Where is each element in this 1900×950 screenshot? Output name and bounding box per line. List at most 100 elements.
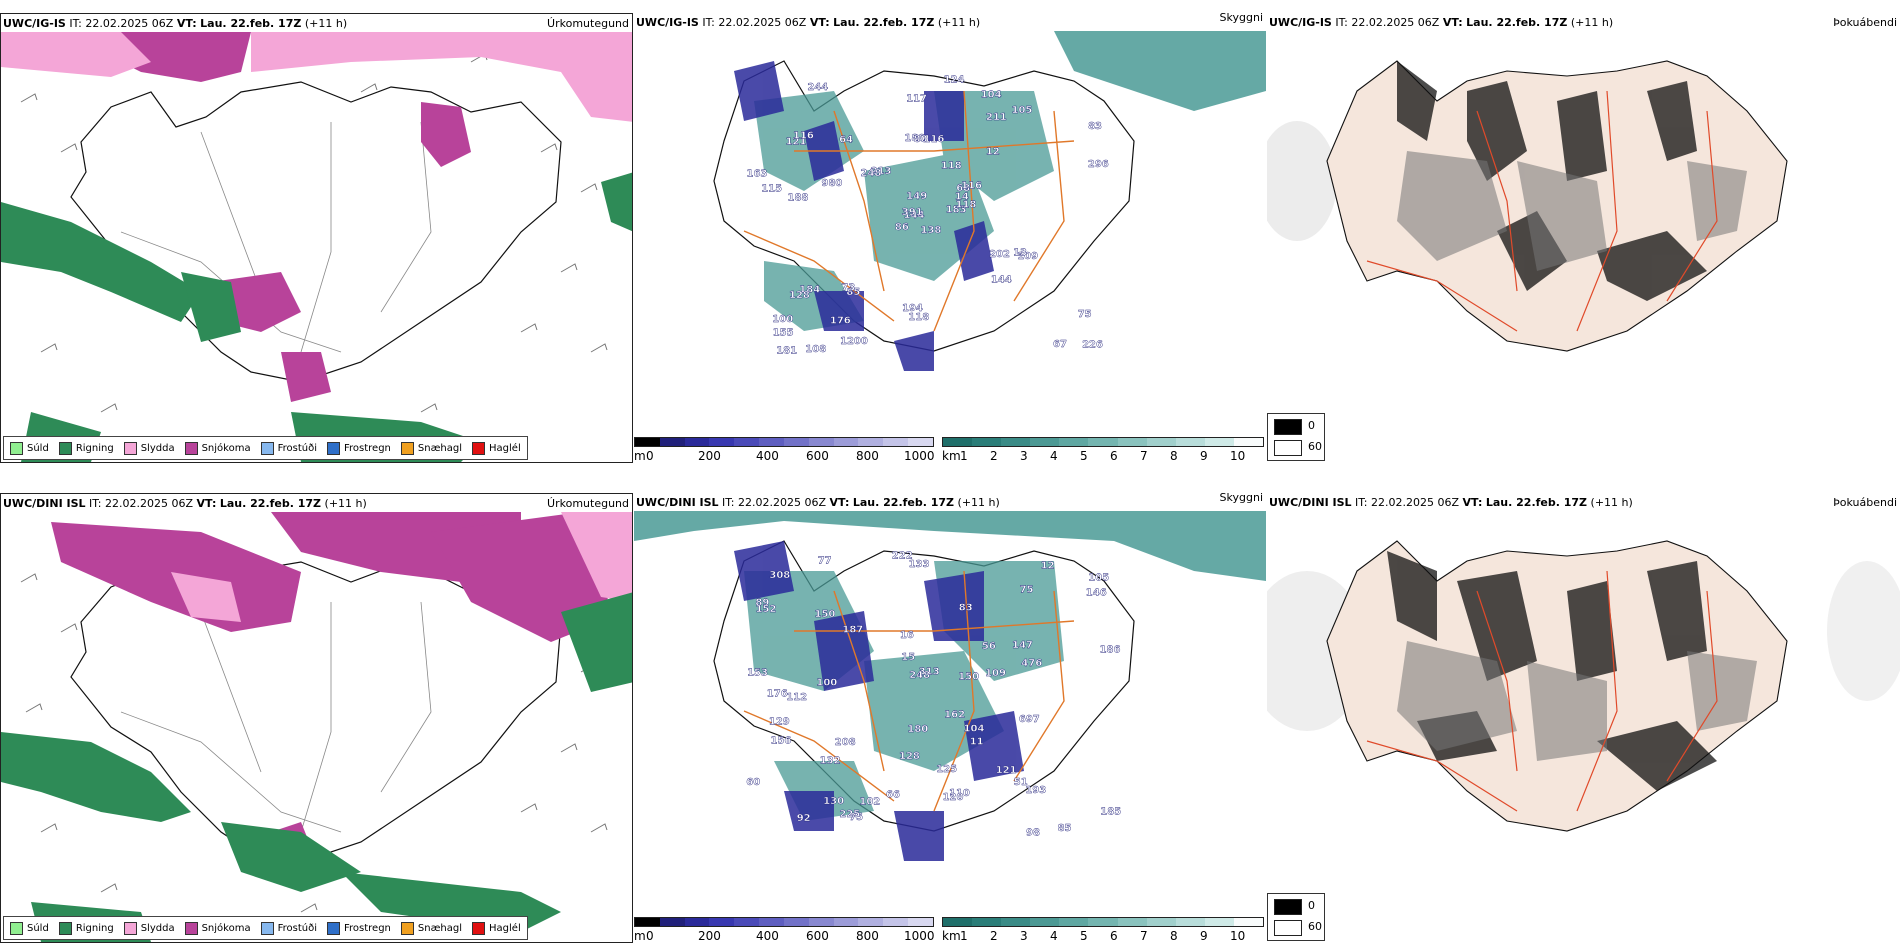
visibility-colorbar: km 1 2 3 4 5 6 7 8 9 10 [942,437,1264,463]
model-name: UWC/IG-IS [636,16,699,29]
ceiling-value-label: 86 [895,222,909,233]
ceiling-value-label: 77 [818,555,832,566]
sleet-areas [1,32,632,122]
sea-visibility-area [634,511,1266,581]
ceiling-value-label: 129 [769,717,790,728]
field-name: Úrkomutegund [547,497,629,510]
vt-label: VT: [1442,16,1463,29]
panel-title: UWC/DINI ISL IT: 22.02.2025 06Z VT: Lau.… [1269,496,1633,509]
ceiling-tick: 0 [646,929,654,943]
ceiling-value-label: 80 [914,134,928,145]
precip-panel-top: UWC/IG-IS IT: 22.02.2025 06Z VT: Lau. 22… [0,13,633,463]
vt-label: VT: [829,496,850,509]
ceiling-value-label: 226 [1082,340,1103,351]
ceiling-value-label: 125 [936,764,957,775]
ceiling-colorbar: m 0 200 400 600 800 1000 [634,917,935,943]
model-name: UWC/IG-IS [3,17,66,30]
visibility-tick: 9 [1200,929,1208,943]
legend-item-rain: Rigning [58,441,114,455]
ceiling-tick: 200 [698,929,721,943]
it-value: 22.02.2025 06Z [718,16,807,29]
visibility-tick: 3 [1020,929,1028,943]
ceiling-unit: m [634,929,646,943]
ceiling-value-label: 193 [1025,785,1046,796]
ceiling-value-label: 176 [767,688,788,699]
fog-dark-areas [1387,551,1717,791]
ceiling-value-label: 147 [1012,640,1033,651]
ceiling-value-label: 208 [835,737,856,748]
legend-item-freezing-rain: Frostregn [327,921,391,935]
ceiling-value-label: 133 [909,559,930,570]
ceiling-value-label: 313 [919,667,940,678]
vt-label: VT: [809,16,830,29]
vt-label: VT: [1462,496,1483,509]
ceiling-value-label: 185 [1100,807,1121,818]
visibility-tick: 7 [1140,449,1148,463]
model-name: UWC/IG-IS [1269,16,1332,29]
ceiling-value-label: 130 [823,796,844,807]
ceiling-tick: 800 [856,449,879,463]
ceiling-value-label: 155 [773,327,794,338]
ceiling-value-label: 12 [986,147,1000,158]
ceiling-value-label: 73 [841,283,855,294]
lead-time: (+11 h) [957,496,1000,509]
ceiling-value-label: 109 [1017,251,1038,262]
visibility-tick: 10 [1230,449,1246,463]
snow-areas [51,512,621,882]
ceiling-value-label: 308 [769,570,790,581]
legend-item-freezing-rain: Frostregn [327,441,391,455]
ceiling-value-label: 176 [830,316,851,327]
ceiling-value-label: 132 [820,756,841,767]
ceiling-unit: m [634,449,646,463]
ceiling-value-label: 102 [859,796,880,807]
fog-panel-top: UWC/IG-IS IT: 22.02.2025 06Z VT: Lau. 22… [1267,13,1900,463]
fog-legend: 0 60 [1267,413,1325,461]
ceiling-value-label: 60 [746,777,760,788]
ceiling-value-label: 150 [958,672,979,683]
ceiling-value-label: 108 [805,344,826,355]
fog-mid-areas [1397,641,1757,761]
fog-mid-areas [1397,151,1747,271]
legend-item-freezing-drizzle: Frostúði [260,441,317,455]
precip-map [1,512,632,942]
vt-value: Lau. 22.feb. 17Z [852,496,955,509]
ceiling-value-label: 64 [839,134,853,145]
visibility-tick: 4 [1050,929,1058,943]
panel-title: UWC/IG-IS IT: 22.02.2025 06Z VT: Lau. 22… [1269,16,1613,29]
panel-title: UWC/DINI ISL IT: 22.02.2025 06Z VT: Lau.… [3,497,367,510]
ceiling-value-label: 124 [944,75,965,86]
ceiling-value-label: 56 [982,641,996,652]
it-value: 22.02.2025 06Z [85,17,174,30]
ceiling-value-label: 202 [989,249,1010,260]
fog-map [1267,540,1900,832]
panel-title: UWC/IG-IS IT: 22.02.2025 06Z VT: Lau. 22… [3,17,347,30]
precip-map [1,32,632,462]
visibility-unit: km [942,449,961,463]
it-label: IT: [1335,16,1348,29]
it-value: 22.02.2025 06Z [105,497,194,510]
ceiling-value-label: 104 [981,89,1002,100]
ceiling-value-label: 85 [1058,823,1072,834]
ceiling-areas [734,61,994,371]
vt-value: Lau. 22.feb. 17Z [1466,16,1568,29]
ceiling-value-label: 149 [906,191,927,202]
ceiling-value-label: 98 [1026,827,1040,838]
it-label: IT: [702,16,715,29]
ceiling-value-label: 104 [964,724,985,735]
ceiling-value-label: 15 [901,652,915,663]
ceiling-value-label: 115 [761,183,782,194]
legend-item-snow: Snjókoma [184,441,251,455]
ceiling-value-label: 213 [871,166,892,177]
vt-label: VT: [176,17,197,30]
legend-item-hail: Haglél [472,921,521,935]
lead-time: (+11 h) [1570,16,1614,29]
visibility-tick: 6 [1110,929,1118,943]
model-name: UWC/DINI ISL [636,496,719,509]
model-name: UWC/DINI ISL [3,497,86,510]
roads [120,601,432,833]
field-name: Þokuábendi [1833,16,1897,29]
sea-visibility-area [1054,31,1266,111]
legend-item-snow-pellets: Snæhagl [400,921,462,935]
coastline [713,60,1135,352]
vt-value: Lau. 22.feb. 17Z [200,17,302,30]
